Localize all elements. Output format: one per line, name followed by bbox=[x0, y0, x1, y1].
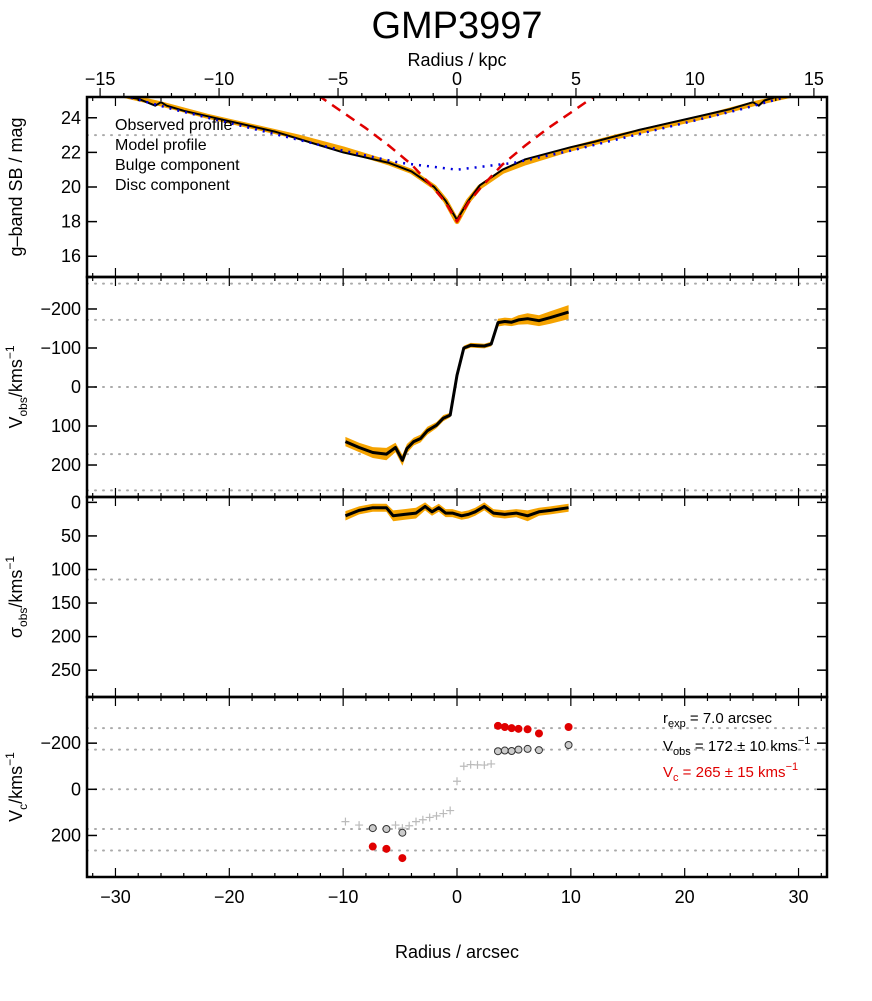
annotation-r-exp: rexp = 7.0 arcsec bbox=[663, 710, 773, 730]
observed-velocity-point bbox=[480, 761, 489, 770]
observed-velocity-point bbox=[432, 811, 441, 820]
panel-circular-velocity-content bbox=[87, 721, 827, 863]
dispersion-error-band bbox=[345, 502, 569, 522]
observed-velocity-point bbox=[439, 809, 448, 818]
bulge-component-line bbox=[318, 97, 596, 223]
y-tick-label: 50 bbox=[61, 526, 81, 546]
bottom-x-tick-label: 20 bbox=[675, 887, 695, 907]
observed-velocity-point bbox=[341, 817, 350, 826]
top-x-tick-label: −15 bbox=[85, 69, 116, 89]
y-tick-label: 20 bbox=[61, 177, 81, 197]
corrected-velocity-point bbox=[382, 825, 391, 833]
corrected-velocity-point bbox=[523, 744, 532, 753]
panel-frame bbox=[85, 495, 829, 699]
circular-velocity-point bbox=[564, 723, 573, 731]
plot-layer: Observed profile Model profile Bulge compo… bbox=[3, 69, 829, 907]
corrected-velocity-point bbox=[398, 828, 407, 837]
observed-velocity-point bbox=[355, 821, 364, 830]
circular-velocity-point bbox=[500, 723, 509, 731]
y-tick-label: 150 bbox=[51, 593, 81, 613]
y-tick-label: 100 bbox=[51, 559, 81, 579]
bottom-x-tick-label: −30 bbox=[100, 887, 131, 907]
y-tick-label: 18 bbox=[61, 212, 81, 232]
annotation-v-obs: Vobs = 172 ± 10 kms−1 bbox=[663, 735, 810, 758]
corrected-velocity-point bbox=[493, 747, 502, 756]
corrected-velocity-point bbox=[534, 746, 543, 755]
corrected-velocity-point bbox=[507, 747, 516, 755]
y-tick-label: 100 bbox=[51, 416, 81, 436]
top-x-tick-label: 15 bbox=[804, 69, 824, 89]
bottom-x-tick-label: 30 bbox=[789, 887, 809, 907]
y-tick-label: 200 bbox=[51, 455, 81, 475]
corrected-velocity-point bbox=[500, 746, 509, 755]
y-axis-label: Vc/kms−1 bbox=[3, 752, 30, 822]
bottom-axis-label: Radius / arcsec bbox=[395, 942, 519, 962]
circular-velocity-point bbox=[398, 854, 407, 863]
observed-velocity-point bbox=[425, 813, 434, 822]
y-tick-label: 200 bbox=[51, 627, 81, 647]
velocity-error-band bbox=[345, 305, 569, 466]
bottom-x-tick-label: −20 bbox=[214, 887, 245, 907]
y-tick-label: 24 bbox=[61, 108, 81, 128]
observed-velocity-point bbox=[473, 760, 482, 769]
circular-velocity-point bbox=[493, 721, 502, 730]
legend-entry: Disc component bbox=[115, 177, 230, 194]
top-x-tick-label: 0 bbox=[452, 69, 462, 89]
legend-entry: Observed profile bbox=[115, 117, 232, 134]
chart-title: GMP3997 bbox=[371, 5, 542, 47]
panel-dispersion-content bbox=[87, 502, 827, 581]
y-axis-label: g–band SB / mag bbox=[6, 117, 26, 256]
y-axis-label: σobs/kms−1 bbox=[3, 556, 30, 638]
y-tick-label: 250 bbox=[51, 660, 81, 680]
circular-velocity-point bbox=[534, 729, 543, 738]
observed-velocity-point bbox=[405, 821, 414, 830]
circular-velocity-point bbox=[523, 725, 532, 734]
corrected-velocity-point bbox=[368, 824, 377, 833]
observed-velocity-point bbox=[412, 817, 421, 826]
observed-velocity-point bbox=[453, 777, 461, 786]
y-tick-label: −200 bbox=[40, 733, 81, 753]
circular-velocity-point bbox=[368, 842, 377, 851]
legend-entry: Model profile bbox=[115, 137, 207, 154]
y-tick-label: 0 bbox=[71, 377, 81, 397]
panel-velocity-content bbox=[87, 282, 827, 492]
y-tick-label: 16 bbox=[61, 246, 81, 266]
observed-velocity-point bbox=[391, 821, 400, 830]
velocity-line bbox=[344, 310, 570, 462]
annotation-v-c: Vc = 265 ± 15 kms−1 bbox=[663, 761, 798, 784]
y-tick-label: −100 bbox=[40, 338, 81, 358]
corrected-velocity-point bbox=[514, 745, 523, 754]
bottom-x-tick-label: 0 bbox=[452, 887, 462, 907]
observed-velocity-point bbox=[487, 759, 496, 768]
observed-velocity-point bbox=[466, 760, 475, 769]
bottom-x-tick-label: −10 bbox=[328, 887, 359, 907]
top-x-tick-label: −5 bbox=[328, 69, 349, 89]
y-tick-label: 22 bbox=[61, 142, 81, 162]
top-x-tick-label: 10 bbox=[685, 69, 705, 89]
observed-velocity-point bbox=[446, 806, 455, 815]
circular-velocity-point bbox=[507, 724, 516, 733]
observed-velocity-point bbox=[459, 762, 468, 771]
panel-surface-brightness-content bbox=[87, 97, 827, 225]
bottom-x-tick-label: 10 bbox=[561, 887, 581, 907]
top-x-tick-label: 5 bbox=[571, 69, 581, 89]
circular-velocity-point bbox=[514, 724, 523, 733]
y-tick-label: −200 bbox=[40, 299, 81, 319]
legend-entry: Bulge component bbox=[115, 157, 240, 174]
top-x-tick-label: −10 bbox=[204, 69, 235, 89]
y-tick-label: 0 bbox=[71, 492, 81, 512]
top-axis-label: Radius / kpc bbox=[407, 50, 506, 70]
circular-velocity-point bbox=[382, 844, 391, 853]
y-tick-label: 200 bbox=[51, 825, 81, 845]
y-axis-label: Vobs/kms−1 bbox=[3, 345, 30, 428]
corrected-velocity-point bbox=[564, 741, 573, 749]
dispersion-line bbox=[344, 504, 569, 518]
y-tick-label: 0 bbox=[71, 779, 81, 799]
observed-velocity-point bbox=[418, 815, 427, 824]
